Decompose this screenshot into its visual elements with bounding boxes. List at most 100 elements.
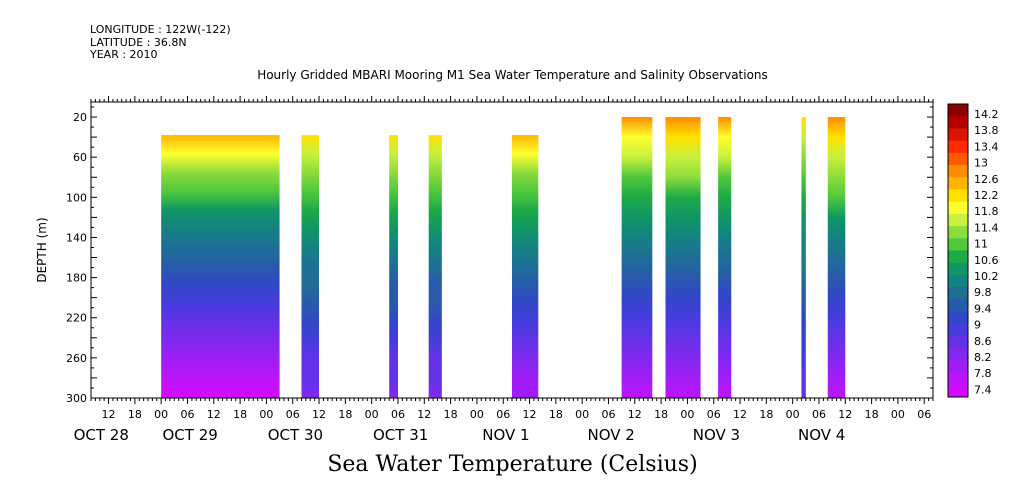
data-blocks (161, 117, 846, 399)
plot-metadata: LONGITUDE : 122W(-122) LATITUDE : 36.8N … (90, 23, 231, 62)
plot-axes: 12 18 00 06 12 18 00 06 12 18 00 06 12 18 00 06 12 18 00 06… (35, 96, 934, 444)
data-block (827, 117, 846, 399)
y-tick-label: 100 (66, 191, 87, 204)
colorbar-swatch (948, 177, 968, 190)
data-block (301, 135, 320, 398)
x-hour-tick-label: 00 (786, 408, 800, 421)
longitude-label: LONGITUDE : 122W(-122) (90, 23, 231, 36)
colorbar-label: 8.6 (974, 335, 992, 348)
x-hour-tick-label: 06 (812, 408, 826, 421)
x-hour-tick-label: 06 (496, 408, 510, 421)
colorbar-label: 13.4 (974, 140, 999, 153)
colorbar-swatch (948, 104, 968, 117)
colorbar-label: 8.2 (974, 351, 992, 364)
data-block (801, 117, 806, 399)
colorbar-swatch (948, 238, 968, 251)
colorbar-swatch (948, 201, 968, 215)
x-hour-tick-label: 00 (575, 408, 589, 421)
colorbar-label: 9 (974, 319, 981, 332)
x-hour-tick-label: 18 (759, 408, 773, 421)
y-tick-label: 180 (66, 272, 87, 285)
x-date-label: NOV 1 (482, 426, 529, 444)
x-hour-tick-label: 12 (838, 408, 852, 421)
x-date-label: NOV 4 (798, 426, 845, 444)
x-date-label: OCT 30 (268, 426, 323, 444)
x-hour-tick-label: 18 (338, 408, 352, 421)
colorbar-swatch (948, 348, 968, 361)
x-hour-tick-label: 12 (207, 408, 221, 421)
x-hour-tick-label: 12 (523, 408, 537, 421)
colorbar-label: 7.4 (974, 383, 992, 396)
x-hour-tick-label: 12 (102, 408, 116, 421)
colorbar-swatch (948, 262, 968, 276)
x-hour-tick-label: 12 (417, 408, 431, 421)
chart-title: Sea Water Temperature (Celsius) (0, 452, 1009, 477)
year-label: YEAR : 2010 (90, 48, 158, 61)
x-hour-tick-label: 00 (680, 408, 694, 421)
colorbar-label: 13.8 (974, 124, 999, 137)
y-tick-label: 260 (66, 352, 87, 365)
colorbar-swatch (948, 287, 968, 300)
colorbar-label: 9.4 (974, 302, 992, 315)
x-hour-tick-label: 12 (312, 408, 326, 421)
data-block (428, 135, 442, 398)
colorbar-swatch (948, 274, 968, 288)
x-date-label: NOV 2 (587, 426, 634, 444)
colorbar-label: 12.6 (974, 173, 999, 186)
data-block (161, 135, 280, 398)
colorbar-swatch (948, 311, 968, 325)
x-date-label: OCT 31 (373, 426, 428, 444)
colorbar: 14.2 13.8 13.4 13 12.6 12.2 11.8 11.4 11 10.6 10.2… (947, 103, 999, 398)
colorbar-label: 9.8 (974, 286, 992, 299)
x-hour-tick-label: 12 (628, 408, 642, 421)
data-block (389, 135, 398, 398)
x-date-label: OCT 29 (163, 426, 218, 444)
x-date-label: NOV 3 (693, 426, 740, 444)
y-tick-label: 220 (66, 312, 87, 325)
colorbar-swatch (948, 116, 968, 129)
colorbar-swatch (948, 299, 968, 313)
chart-header-title-text: Hourly Gridded MBARI Mooring M1 Sea Wate… (257, 68, 768, 82)
data-block (512, 135, 539, 398)
colorbar-label: 11 (974, 238, 988, 251)
colorbar-swatch (948, 213, 968, 227)
x-hour-tick-label: 06 (707, 408, 721, 421)
x-hour-tick-label: 00 (154, 408, 168, 421)
y-axis-label: DEPTH (m) (35, 217, 49, 282)
colorbar-swatch (948, 250, 968, 264)
x-date-label: OCT 28 (74, 426, 129, 444)
x-hour-tick-label: 18 (865, 408, 879, 421)
data-block (718, 117, 732, 399)
colorbar-label: 13 (974, 157, 988, 170)
x-hour-tick-label: 06 (917, 408, 931, 421)
colorbar-swatch (948, 152, 968, 166)
x-hour-tick-label: 18 (444, 408, 458, 421)
colorbar-swatch (948, 323, 968, 337)
colorbar-swatch (948, 360, 968, 374)
x-hour-tick-label: 00 (470, 408, 484, 421)
x-hour-tick-label: 18 (549, 408, 563, 421)
x-hour-tick-label: 18 (654, 408, 668, 421)
y-tick-label: 60 (73, 151, 87, 164)
colorbar-swatch (948, 189, 968, 203)
colorbar-swatch (948, 128, 968, 142)
colorbar-swatch (948, 226, 968, 239)
x-hour-tick-label: 00 (365, 408, 379, 421)
chart-title-text: Sea Water Temperature (Celsius) (327, 452, 698, 477)
x-hour-tick-label: 06 (180, 408, 194, 421)
colorbar-label: 11.4 (974, 221, 999, 234)
colorbar-label: 10.6 (974, 254, 999, 267)
colorbar-swatch (948, 165, 968, 178)
y-tick-label: 20 (73, 111, 87, 124)
colorbar-swatch (948, 384, 968, 398)
x-hour-tick-label: 18 (233, 408, 247, 421)
colorbar-label: 10.2 (974, 270, 999, 283)
data-block (665, 117, 701, 399)
chart-header-title: Hourly Gridded MBARI Mooring M1 Sea Wate… (0, 68, 1009, 82)
x-hour-tick-label: 06 (286, 408, 300, 421)
colorbar-label: 12.2 (974, 189, 999, 202)
x-hour-tick-label: 18 (128, 408, 142, 421)
y-tick-label: 140 (66, 231, 87, 244)
colorbar-label: 7.8 (974, 367, 992, 380)
